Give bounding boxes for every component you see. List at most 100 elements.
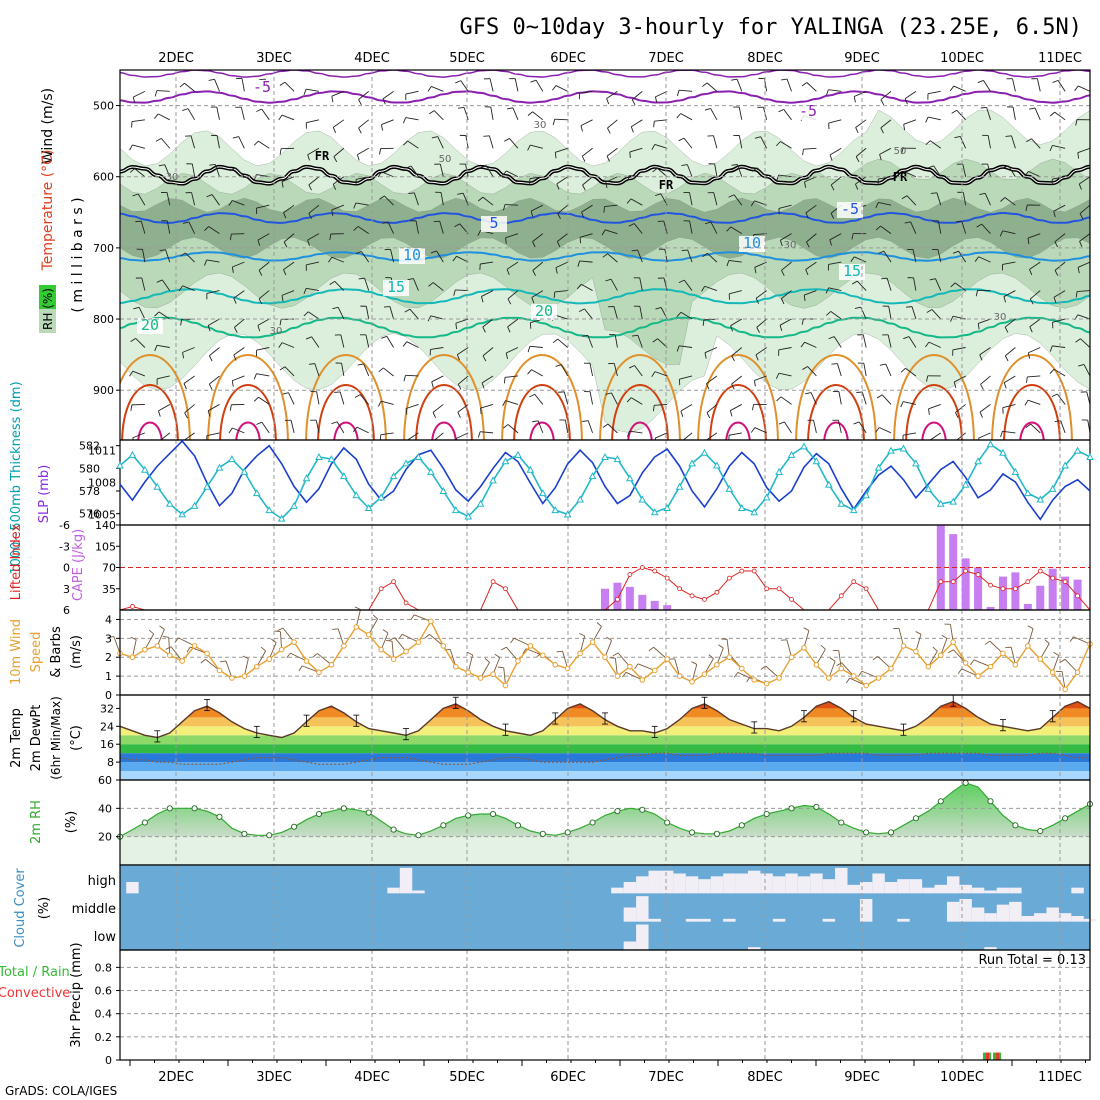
lifted-index-point	[702, 596, 707, 602]
slp-series-point	[178, 510, 187, 518]
wind-barb-feather	[130, 404, 133, 411]
wind-barb	[216, 106, 220, 120]
rh2m-fill	[120, 782, 1090, 837]
slp-series-point	[787, 450, 796, 458]
thickness-series	[119, 439, 1091, 521]
x-axis	[129, 1060, 1086, 1066]
wind-barb-feather	[853, 421, 860, 425]
cape-bar	[1011, 572, 1020, 610]
cloud-gap-bar	[946, 901, 960, 922]
wind-barb-feather	[706, 383, 710, 390]
wind-barb	[409, 308, 419, 320]
wind-barb	[132, 432, 146, 439]
lifted-index-point	[789, 596, 794, 602]
cloud-gap-bar	[623, 882, 637, 894]
wind-barb	[862, 334, 867, 348]
wind-barb	[1060, 420, 1066, 434]
precip-tick-label: 0.6	[95, 985, 113, 998]
wind-barb	[225, 660, 233, 679]
wind-barb-feather	[875, 202, 879, 209]
wind-speed-point	[191, 643, 198, 649]
cloud-gap-bar	[412, 890, 425, 894]
wind-barb	[613, 306, 618, 320]
lifted-index-point	[677, 586, 683, 592]
rh2m-point	[1012, 822, 1019, 829]
wind-barb	[331, 256, 345, 263]
wind-speed-point	[1037, 656, 1044, 662]
wind-barb-feather	[631, 249, 638, 252]
wind-barb	[440, 192, 444, 206]
temp-label-bg	[839, 264, 865, 280]
wind-barb-feather	[457, 192, 464, 195]
wind-barb	[936, 192, 942, 206]
wind-barb-feather	[605, 392, 612, 395]
wind-barb-feather	[180, 252, 186, 257]
ylabel-wind10-line1: 10m Wind	[9, 619, 24, 685]
wind-barb-feather	[779, 240, 783, 247]
wind-barb	[1073, 636, 1091, 645]
wind-barb-feather	[510, 637, 515, 644]
wind-barb	[728, 432, 742, 436]
wind-barb	[704, 658, 714, 675]
wind-barb	[555, 314, 568, 320]
slp-series-point	[290, 501, 298, 509]
wind-barb	[1036, 78, 1041, 92]
cloud-gap-bar	[872, 873, 885, 894]
wind-barb	[933, 165, 942, 177]
wind-barb-feather	[781, 78, 788, 81]
lifted-index-point	[1025, 579, 1031, 585]
wind-barb-feather	[256, 108, 262, 112]
wind-barb-feather	[431, 381, 434, 388]
wind-speed-point	[316, 669, 322, 676]
cape-tick-label: 35	[102, 583, 116, 596]
wind-barb-feather	[941, 634, 948, 639]
rh2m-point	[216, 813, 223, 820]
wind-barb-feather	[1075, 291, 1078, 298]
surface-temp-contour	[137, 421, 163, 440]
temp2m-tick-label: 16	[100, 738, 114, 751]
wind-barb	[138, 307, 146, 320]
wind-barb-feather	[332, 127, 337, 134]
wind-barb	[885, 363, 892, 377]
cloud-gap-bar	[984, 890, 997, 894]
cloud-gap-bar	[735, 873, 749, 894]
wind-barb	[905, 367, 917, 377]
cape-tick-label: 140	[95, 519, 116, 532]
wind-barb	[984, 193, 991, 206]
ylabel-slp: SLP (mb)	[37, 465, 52, 524]
wind-barb	[307, 147, 320, 156]
wind-barb	[979, 347, 991, 356]
wind-speed-point	[515, 658, 521, 664]
wind-barb-feather	[231, 380, 234, 387]
wind-barb-feather	[308, 213, 312, 219]
wind-barb	[206, 432, 220, 437]
wind-barb	[728, 259, 742, 263]
wind-barb-feather	[432, 412, 437, 418]
wind-barb-feather	[781, 270, 785, 276]
wind-barb-feather	[353, 226, 359, 231]
wind-barb-feather	[303, 288, 307, 295]
wind-barb-feather	[155, 137, 162, 142]
rh2m-point	[962, 779, 969, 786]
wind-barb	[1008, 165, 1016, 177]
wind-barb	[333, 147, 345, 157]
wind-barb-feather	[901, 195, 908, 200]
pressure-tick-label: 900	[93, 384, 114, 397]
wind-barb-feather	[1044, 639, 1050, 644]
wind-barb-feather	[628, 365, 635, 369]
cape-bar	[625, 586, 634, 610]
wind-speed-point	[602, 654, 608, 661]
wind-speed-point	[888, 665, 894, 672]
surface-temp-contour	[725, 421, 751, 440]
lifted-index-tick-label: 3	[63, 583, 70, 596]
wind-barb-feather	[845, 677, 851, 684]
lifted-index-tick-label: 6	[63, 604, 70, 617]
lifted-index-point	[1000, 586, 1006, 592]
wind-speed-point	[1025, 643, 1031, 649]
wind-speed-point	[378, 646, 384, 653]
wind-barb	[689, 220, 693, 234]
wind-barb	[986, 107, 991, 120]
ylabel-temp2m-line3: (6hr Min/Max)	[49, 696, 63, 780]
wind-barb	[855, 119, 867, 128]
wind-barb-feather	[602, 423, 609, 428]
